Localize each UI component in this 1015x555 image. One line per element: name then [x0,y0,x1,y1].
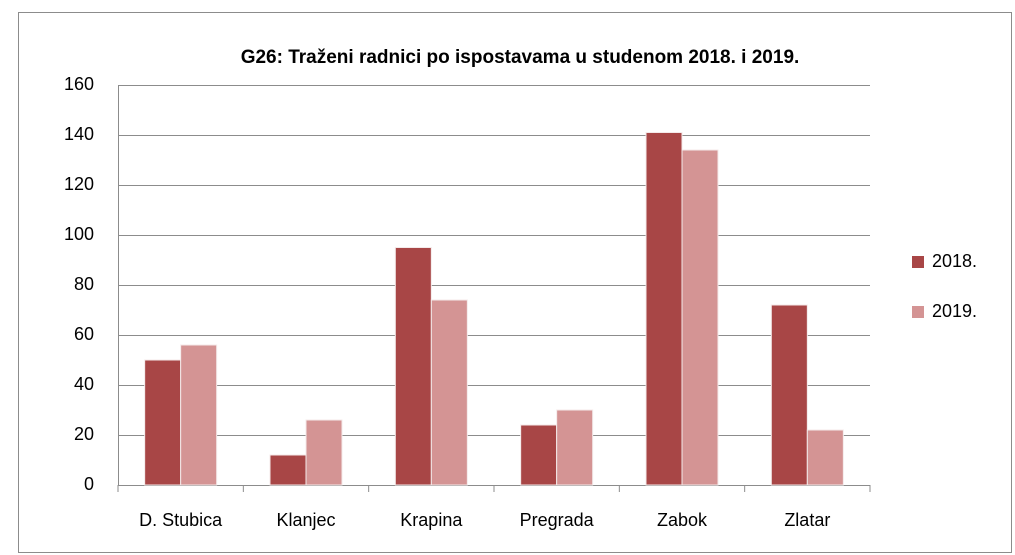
bar [645,132,683,486]
y-tick-label: 40 [74,374,94,394]
x-tick-label: Krapina [400,510,463,530]
legend-swatch [912,306,924,318]
bar [144,359,182,486]
y-tick-label: 20 [74,424,94,444]
x-tick-label: D. Stubica [139,510,223,530]
y-tick-label: 100 [64,224,94,244]
y-tick-label: 0 [84,474,94,494]
bar [430,299,468,486]
chart-title: G26: Traženi radnici po ispostavama u st… [241,47,800,68]
y-tick-label: 80 [74,274,94,294]
bar [394,247,432,486]
legend-label: 2018. [932,251,977,271]
bar [770,304,808,486]
y-tick-label: 160 [64,74,94,94]
x-tick-label: Zabok [657,510,708,530]
y-tick-label: 120 [64,174,94,194]
bar [556,409,594,486]
y-tick-label: 60 [74,324,94,344]
x-tick-label: Zlatar [784,510,830,530]
bar [269,454,307,486]
x-tick-label: Klanjec [276,510,335,530]
bar [180,344,218,486]
bar [520,424,558,486]
bar [806,429,844,486]
bar [681,149,719,486]
legend-swatch [912,256,924,268]
x-tick-label: Pregrada [520,510,595,530]
y-tick-label: 140 [64,124,94,144]
bar [305,419,343,486]
legend-label: 2019. [932,301,977,321]
